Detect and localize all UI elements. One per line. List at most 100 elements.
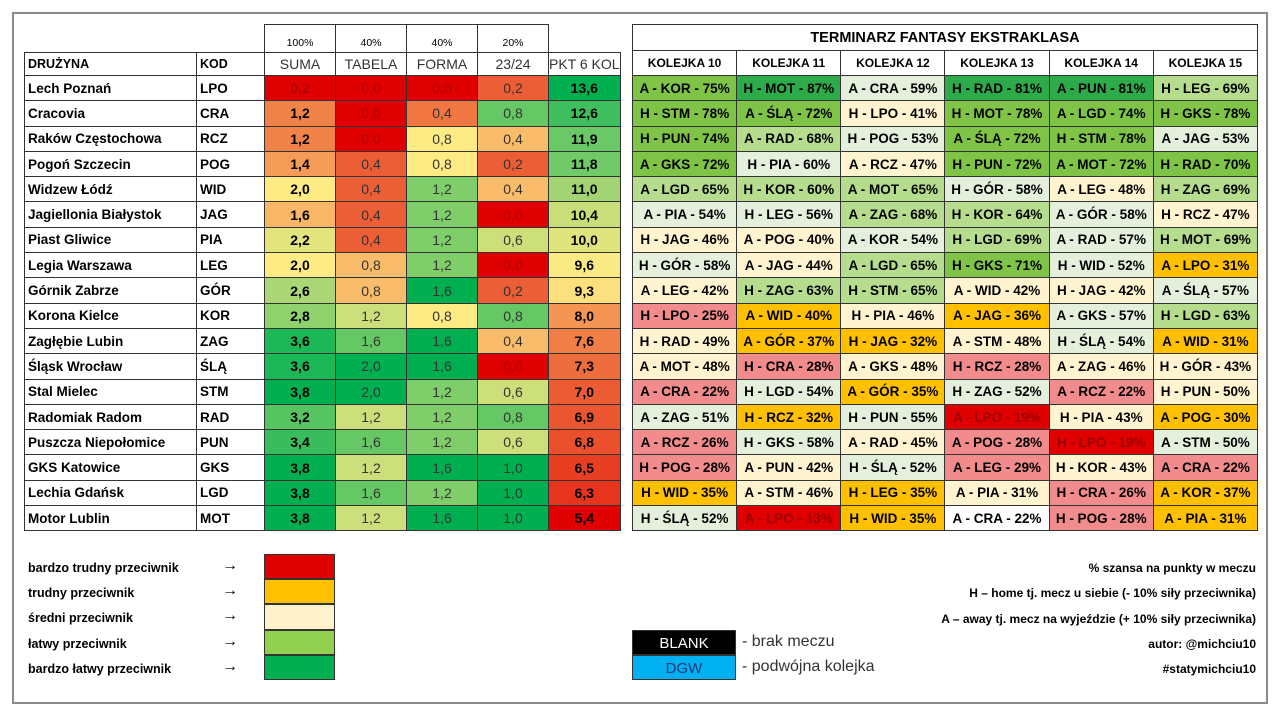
fixture-cell: A - ZAG - 46% — [1048, 353, 1154, 380]
team-row: Górnik Zabrze GÓR 2,6 0,8 1,6 0,2 9,3 — [24, 277, 621, 304]
fixture-cell: A - ZAG - 51% — [631, 403, 738, 431]
team-row: Cracovia CRA 1,2 0,0 0,4 0,8 12,6 — [24, 100, 621, 127]
season-value: 0,4 — [477, 176, 549, 203]
season-value: 0,6 — [477, 226, 549, 254]
weight-forma: 40% — [406, 24, 478, 53]
season-value: 0,2 — [477, 277, 549, 304]
suma-value: 3,8 — [264, 378, 336, 405]
fixture-cell: A - STM - 48% — [944, 327, 1050, 355]
arrow-right-icon: → — [222, 557, 238, 574]
suma-value: 3,8 — [264, 454, 336, 481]
fixture-cell: H - ŚLĄ - 52% — [631, 505, 738, 532]
team-name: Śląsk Wrocław — [24, 353, 197, 380]
note-line: #statymichciu10 — [1162, 662, 1256, 677]
fixture-cell: H - MOT - 69% — [1152, 226, 1259, 254]
season-value: 0,8 — [477, 302, 549, 329]
forma-value: 1,6 — [406, 327, 478, 355]
fixture-row: H - JAG - 46% A - POG - 40% A - KOR - 54% H… — [631, 226, 1259, 254]
season-value: 0,6 — [477, 429, 549, 456]
team-name: Stal Mielec — [24, 378, 197, 405]
fixture-cell: A - GKS - 48% — [840, 353, 946, 380]
fixture-cell: A - GÓR - 35% — [840, 378, 946, 405]
fixture-cell: H - POG - 28% — [1048, 505, 1154, 532]
fixture-row: A - LEG - 42% H - ZAG - 63% H - STM - 65% A… — [631, 277, 1259, 304]
weight-tabela: 40% — [335, 24, 407, 53]
fixture-cell: H - LEG - 35% — [840, 479, 946, 507]
fixture-cell: H - KOR - 64% — [944, 201, 1050, 228]
dgw-desc: - podwójna kolejka — [742, 658, 875, 675]
fixture-cell: H - RAD - 49% — [631, 327, 738, 355]
team-name: Korona Kielce — [24, 302, 197, 329]
weights-row: 100% 40% 40% 20% — [24, 24, 621, 53]
season-value: 0,0 — [477, 252, 549, 279]
suma-value: 0,2 — [264, 74, 336, 102]
pkt-value: 8,0 — [548, 302, 621, 329]
fixture-row: H - POG - 28% A - PUN - 42% H - ŚLĄ - 52% A… — [631, 454, 1259, 481]
fixture-cell: A - RCZ - 47% — [840, 150, 946, 178]
team-row: Zagłębie Lubin ZAG 3,6 1,6 1,6 0,4 7,6 — [24, 327, 621, 355]
fixture-cell: H - LPO - 41% — [840, 100, 946, 127]
fixture-cell: A - RAD - 57% — [1048, 226, 1154, 254]
forma-value: 1,6 — [406, 353, 478, 380]
legend-swatch — [264, 604, 335, 630]
legend-label: trudny przeciwnik — [28, 586, 135, 601]
fixture-cell: H - PIA - 43% — [1048, 403, 1154, 431]
fixture-cell: A - RCZ - 26% — [631, 429, 738, 456]
team-name: Cracovia — [24, 100, 197, 127]
season-value: 0,2 — [477, 150, 549, 178]
legend-label: bardzo trudny przeciwnik — [28, 561, 179, 575]
team-code: CRA — [196, 100, 265, 127]
fixture-row: H - STM - 78% A - ŚLĄ - 72% H - LPO - 41% H… — [631, 100, 1259, 127]
team-name: Lechia Gdańsk — [24, 479, 197, 507]
team-code: RCZ — [196, 125, 265, 152]
team-code: ZAG — [196, 327, 265, 355]
season-value: 0,8 — [477, 403, 549, 431]
tabela-value: 0,8 — [335, 277, 407, 304]
fixture-cell: H - POG - 28% — [631, 454, 738, 481]
fixture-cell: A - GÓR - 58% — [1048, 201, 1154, 228]
fixture-cell: A - LEG - 42% — [631, 277, 738, 304]
forma-value: 1,2 — [406, 252, 478, 279]
fixture-cell: H - PIA - 60% — [736, 150, 842, 178]
fixture-cell: A - MOT - 72% — [1048, 150, 1154, 178]
team-row: GKS Katowice GKS 3,8 1,2 1,6 1,0 6,5 — [24, 454, 621, 481]
fixture-cell: H - STM - 65% — [840, 277, 946, 304]
team-name: Zagłębie Lubin — [24, 327, 197, 355]
fixture-cell: A - PUN - 81% — [1048, 74, 1154, 102]
fixture-cell: A - ŚLĄ - 72% — [736, 100, 842, 127]
team-row: Śląsk Wrocław ŚLĄ 3,6 2,0 1,6 0,0 7,3 — [24, 353, 621, 380]
team-row: Motor Lublin MOT 3,8 1,2 1,6 1,0 5,4 — [24, 505, 621, 532]
fixture-cell: A - ŚLĄ - 57% — [1152, 277, 1259, 304]
fixture-cell: A - ZAG - 68% — [840, 201, 946, 228]
forma-value: 1,6 — [406, 505, 478, 532]
note-line: A – away tj. mecz na wyjeździe (+ 10% si… — [941, 611, 1256, 626]
team-name: GKS Katowice — [24, 454, 197, 481]
suma-value: 3,2 — [264, 403, 336, 431]
suma-value: 1,2 — [264, 100, 336, 127]
team-name: Radomiak Radom — [24, 403, 197, 431]
column-header: TABELA — [335, 52, 407, 76]
team-name: Jagiellonia Białystok — [24, 201, 197, 228]
column-header: FORMA — [406, 52, 478, 76]
team-row: Stal Mielec STM 3,8 2,0 1,2 0,6 7,0 — [24, 378, 621, 405]
pkt-value: 7,0 — [548, 378, 621, 405]
arrow-right-icon: → — [222, 632, 238, 650]
team-row: Puszcza Niepołomice PUN 3,4 1,6 1,2 0,6 6,8 — [24, 429, 621, 456]
fixture-cell: H - LGD - 54% — [736, 378, 842, 405]
fixture-cell: H - ZAG - 69% — [1152, 176, 1259, 203]
arrow-right-icon: → — [222, 657, 238, 675]
team-code: JAG — [196, 201, 265, 228]
fixture-row: A - ZAG - 51% H - RCZ - 32% H - PUN - 55% A… — [631, 403, 1259, 431]
fixture-cell: A - GKS - 57% — [1048, 302, 1154, 329]
forma-value: 0,8 — [406, 150, 478, 178]
season-value: 1,0 — [477, 479, 549, 507]
suma-value: 2,2 — [264, 226, 336, 254]
fixture-cell: A - JAG - 44% — [736, 252, 842, 279]
legend-label: średni przeciwnik — [28, 611, 133, 626]
pkt-value: 9,6 — [548, 252, 621, 279]
team-name: Pogoń Szczecin — [24, 150, 197, 178]
legend-swatch — [264, 654, 335, 680]
fixture-cell: A - WID - 40% — [736, 302, 842, 329]
fixture-cell: H - LPO - 19% — [1048, 429, 1154, 456]
team-row: Lech Poznań LPO 0,2 0,0 0,0 0,2 13,6 — [24, 74, 621, 102]
